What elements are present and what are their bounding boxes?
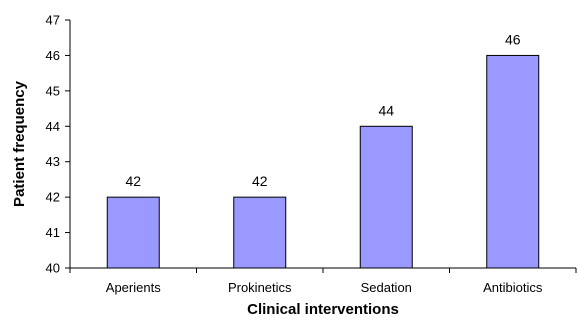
y-tick-label: 43 — [46, 154, 60, 169]
data-label: 42 — [125, 173, 141, 189]
x-axis-title: Clinical interventions — [247, 301, 399, 318]
bar-prokinetics — [233, 196, 287, 269]
bar-aperients — [106, 196, 160, 269]
y-tick-label: 47 — [46, 13, 60, 28]
bar-series — [106, 54, 540, 269]
y-tick-label: 45 — [46, 83, 60, 98]
x-axis-ticks — [69, 268, 577, 273]
y-tick-label: 44 — [46, 119, 60, 134]
y-tick-label: 46 — [46, 48, 60, 63]
x-tick-label: Aperients — [106, 280, 161, 295]
data-label: 44 — [378, 102, 394, 118]
bar-sedation — [359, 125, 413, 269]
x-tick-label: Prokinetics — [228, 280, 292, 295]
data-label: 42 — [252, 173, 268, 189]
y-tick-label: 40 — [46, 261, 60, 276]
y-axis-title: Patient frequency — [11, 80, 28, 207]
y-axis-ticks: 40 41 42 43 44 45 46 47 — [46, 13, 70, 276]
x-tick-label: Sedation — [361, 280, 412, 295]
x-tick-label: Antibiotics — [483, 280, 543, 295]
bar-antibiotics — [486, 54, 540, 269]
bar-data-labels: 42 42 44 46 — [125, 31, 520, 189]
y-tick-label: 41 — [46, 225, 60, 240]
y-tick-label: 42 — [46, 190, 60, 205]
data-label: 46 — [505, 31, 521, 47]
x-axis-tick-labels: Aperients Prokinetics Sedation Antibiotics — [106, 280, 543, 295]
